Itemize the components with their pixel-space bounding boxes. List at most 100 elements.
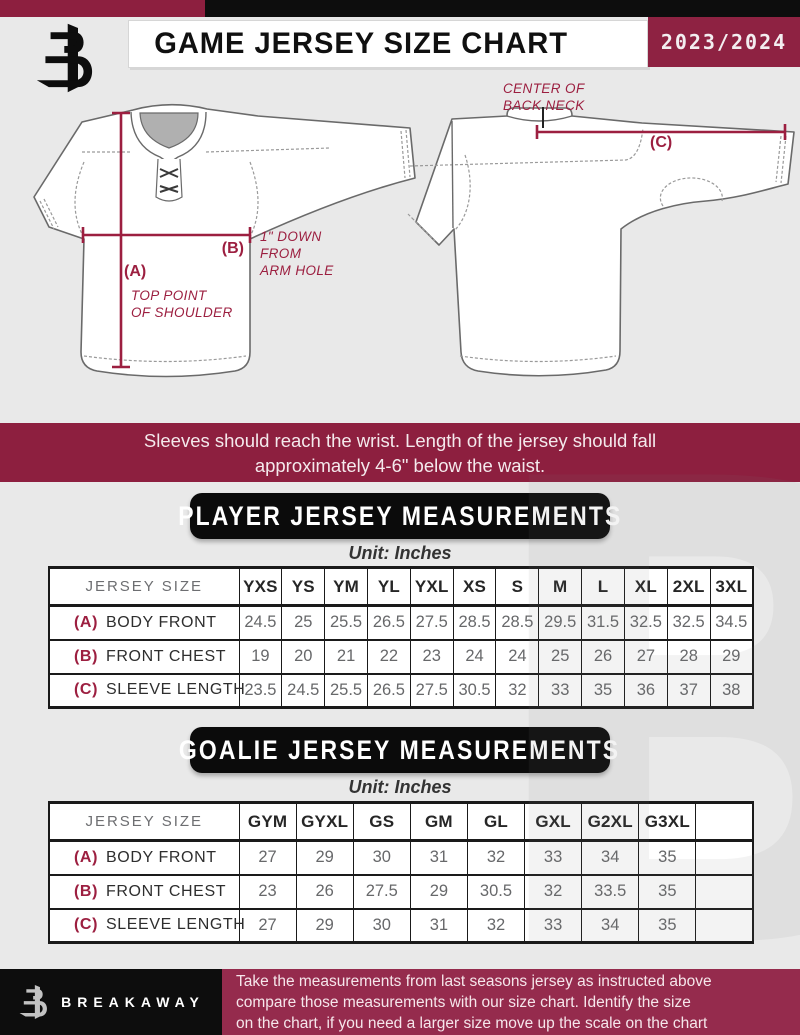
measurement-value: 32	[524, 874, 582, 909]
label-b-note-line3: ARM HOLE	[260, 263, 334, 278]
player-section-header: PLAYER JERSEY MEASUREMENTS	[178, 493, 620, 539]
measurement-value: 35	[638, 874, 696, 909]
measurement-key: (C)	[74, 916, 99, 934]
measurement-value: 34	[581, 908, 639, 943]
measurement-value: 29	[709, 639, 753, 674]
size-column-header: YL	[366, 567, 411, 606]
label-b-note-line1: 1" DOWN	[260, 229, 322, 244]
measurement-value: 28.5	[495, 605, 539, 640]
footer-line1: Take the measurements from last seasons …	[236, 972, 712, 990]
measurement-value: 30.5	[452, 673, 496, 708]
measurement-value: 25	[281, 605, 325, 640]
measurement-key: (A)	[74, 848, 99, 866]
measurement-value: 34	[581, 840, 639, 875]
size-column-header: GYXL	[295, 802, 354, 841]
size-column-header	[695, 802, 753, 841]
measurement-value: 26	[581, 639, 625, 674]
footer-line3: on the chart, if you need a larger size …	[236, 1014, 708, 1032]
size-column-header: S	[495, 567, 539, 606]
size-column-header: GM	[409, 802, 468, 841]
measurement-value: 37	[666, 673, 711, 708]
measurement-value	[695, 908, 753, 943]
measurement-value: 30	[352, 840, 411, 875]
measurement-value: 33	[524, 908, 582, 943]
measurement-value: 29	[295, 908, 354, 943]
back-collar-line	[506, 115, 573, 122]
size-column-header: YS	[281, 567, 325, 606]
measurement-value: 19	[238, 639, 282, 674]
label-c-note: CENTER OF BACK NECK	[503, 80, 585, 114]
measurement-value: 23	[409, 639, 454, 674]
size-column-header: 3XL	[709, 567, 753, 606]
measurement-label: (A) BODY FRONT	[48, 605, 239, 640]
measurement-value: 27.5	[352, 874, 411, 909]
footer-brand-name: BREAKAWAY	[61, 994, 205, 1010]
measurement-label: (C) SLEEVE LENGTH	[48, 673, 245, 708]
measurement-value: 23.5	[238, 673, 282, 708]
title-bar: GAME JERSEY SIZE CHART	[128, 20, 648, 68]
measurement-value: 34.5	[709, 605, 753, 640]
size-column-header: YXL	[409, 567, 454, 606]
size-column-header: G3XL	[638, 802, 696, 841]
measurement-key: (B)	[74, 882, 99, 900]
back-jersey-outline	[415, 107, 795, 377]
measurement-value: 22	[366, 639, 411, 674]
goalie-section-header: GOALIE JERSEY MEASUREMENTS	[179, 727, 618, 773]
measurement-value: 24.5	[238, 605, 282, 640]
player-unit-label: Unit: Inches	[348, 543, 452, 563]
measurement-value: 35	[638, 908, 696, 943]
label-b-note: 1" DOWN FROM ARM HOLE	[260, 228, 334, 279]
goalie-size-table: JERSEY SIZE GYM GYXL GS GM GL GXL G2XL G3XL (A) BO…	[48, 801, 754, 944]
measurement-value: 26.5	[366, 605, 411, 640]
size-column-header: GL	[466, 802, 525, 841]
footer-instructions: Take the measurements from last seasons …	[222, 969, 800, 1035]
label-b: (B)	[221, 240, 244, 257]
label-a-note-line1: TOP POINT	[131, 288, 207, 303]
size-column-header: 2XL	[666, 567, 711, 606]
player-section-title: PLAYER JERSEY MEASUREMENTS	[177, 500, 623, 531]
top-accent-strip	[0, 0, 800, 17]
measurement-value: 38	[709, 673, 753, 708]
size-column-header: GXL	[524, 802, 582, 841]
measurement-value: 32	[466, 840, 525, 875]
measurement-value: 32	[466, 908, 525, 943]
table-row: (B) FRONT CHEST 19 20 21 22 23 24 24 25 26 27 28 29	[48, 639, 753, 674]
top-strip-black	[205, 0, 800, 17]
table-header-row: JERSEY SIZE YXS YS YM YL YXL XS S M L XL 2XL 3XL	[48, 567, 753, 606]
footer-brand-box: BREAKAWAY	[0, 969, 222, 1035]
measurement-value: 24	[495, 639, 539, 674]
jersey-size-header: JERSEY SIZE	[48, 567, 239, 606]
measurement-value: 36	[623, 673, 668, 708]
measurement-value: 31	[409, 908, 468, 943]
label-b-note-line2: FROM	[260, 246, 302, 261]
measurement-value: 31.5	[581, 605, 625, 640]
measurement-value: 33	[524, 840, 582, 875]
seam-lines	[39, 127, 787, 363]
goalie-section-title: GOALIE JERSEY MEASUREMENTS	[179, 734, 621, 765]
back-armhole-seam	[451, 120, 454, 229]
measurement-value: 33	[538, 673, 582, 708]
label-c-note-line2: BACK NECK	[503, 98, 585, 113]
measurement-value: 27.5	[409, 673, 454, 708]
top-strip-maroon	[0, 0, 205, 17]
measurement-value: 21	[324, 639, 368, 674]
measurement-value: 35	[581, 673, 625, 708]
measurement-key: (A)	[74, 613, 99, 631]
measurement-line-c	[535, 124, 787, 140]
fit-note-line1: Sleeves should reach the wrist. Length o…	[143, 429, 657, 451]
front-jersey-outline	[33, 103, 416, 378]
table-row: (A) BODY FRONT 24.5 25 25.5 26.5 27.5 28.5 28.5 2…	[48, 605, 753, 640]
size-column-header: GS	[352, 802, 411, 841]
fit-note-banner: Sleeves should reach the wrist. Length o…	[0, 423, 800, 482]
table-row: (C) SLEEVE LENGTH 23.5 24.5 25.5 26.5 27.5 30.5…	[48, 673, 753, 708]
measurement-value: 32.5	[666, 605, 711, 640]
measurement-value: 32.5	[623, 605, 668, 640]
measurement-value: 28	[666, 639, 711, 674]
size-column-header: M	[538, 567, 582, 606]
table-row: (C) SLEEVE LENGTH 27 29 30 31 32 33 34 35	[48, 908, 753, 943]
measurement-value: 26.5	[366, 673, 411, 708]
size-column-header: G2XL	[581, 802, 639, 841]
size-column-header: L	[581, 567, 625, 606]
